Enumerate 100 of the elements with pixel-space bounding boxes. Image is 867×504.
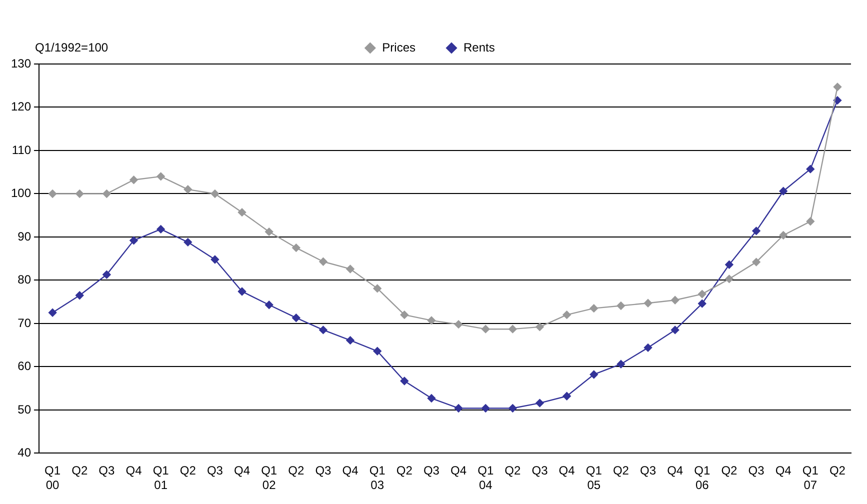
point [264,228,274,236]
point [670,326,680,334]
point [400,310,409,319]
point [76,190,84,198]
point [562,392,571,400]
point [725,274,734,284]
point [590,304,598,312]
y-tick-label: 70 [18,316,32,330]
x-tick-label: Q3 [315,464,332,478]
point [76,291,84,300]
x-tick-label: Q2 [612,464,630,478]
x-tick-label: Q3 [748,464,765,478]
x-tick-label: Q1 05 [586,464,602,492]
x-tick-label: Q1 01 [152,464,170,492]
point [482,404,490,412]
point [156,172,165,181]
point [427,316,436,325]
point [319,326,328,334]
point [482,324,490,334]
x-tick-label: Q4 [342,464,359,478]
point [292,314,300,322]
point [373,284,382,293]
point [184,238,192,246]
point [806,164,814,174]
x-tick-label: Q4 [775,464,792,478]
y-tick-label: 60 [18,359,32,374]
x-tick-label: Q1 04 [478,464,494,492]
point [427,394,436,402]
x-tick-label: Q2 [180,464,196,478]
x-tick-label: Q1 00 [44,464,61,492]
point [210,190,220,198]
point [508,324,517,334]
x-tick-label: Q3 [98,464,116,478]
point [670,296,680,304]
point [346,336,354,344]
point [264,300,274,309]
point [779,187,788,196]
x-tick-label: Q4 [667,464,684,478]
x-tick-label: Q2 [721,464,738,478]
point [806,217,814,226]
point [833,82,842,92]
point [454,320,463,328]
point [238,287,246,296]
y-tick-label: 120 [10,100,32,114]
point [752,226,760,236]
point [644,299,652,308]
point [292,244,300,252]
legend-label: Rents [463,40,495,54]
point [130,176,138,184]
x-tick-label: Q4 [450,464,467,478]
point [590,370,598,379]
x-tick-label: Q2 [504,464,521,478]
point [156,225,165,234]
point [238,208,246,216]
y-tick-label: 100 [10,186,32,200]
point [562,310,571,319]
point [102,190,111,198]
point [184,185,192,194]
point [454,404,463,412]
point [725,260,734,269]
y-tick-label: 90 [18,229,32,244]
y-tick-label: 80 [18,272,32,287]
point [130,236,138,245]
point [210,255,220,264]
point [319,258,328,266]
x-tick-label: Q3 [640,464,656,478]
point [779,231,788,240]
point [102,270,111,279]
point [616,360,626,368]
point [698,299,706,308]
y-tick-label: 50 [18,402,32,416]
point [508,404,517,412]
point [536,322,544,332]
y-axis-title: Q1/1992=100 [35,40,108,54]
legend-label: Prices [382,40,416,54]
x-tick-label: Q4 [558,464,576,478]
x-tick-label: Q1 06 [694,464,710,492]
point [346,264,354,274]
y-tick-label: 40 [18,446,32,460]
x-tick-label: Q3 [206,464,224,478]
point [48,190,57,198]
point [373,347,382,356]
point [400,376,409,386]
point [752,258,760,266]
point [616,302,626,310]
point [48,308,57,317]
x-tick-label: Q3 [423,464,440,478]
x-tick-label: Q1 02 [261,464,278,492]
x-tick-label: Q2 [829,464,846,478]
x-tick-label: Q2 [288,464,304,478]
x-tick-label: Q1 07 [802,464,819,492]
point [536,398,544,408]
x-tick-label: Q4 [234,464,250,478]
point [698,290,706,298]
y-tick-label: 110 [12,142,32,157]
x-tick-label: Q1 03 [369,464,386,492]
x-tick-label: Q2 [72,464,88,478]
x-tick-label: Q3 [532,464,548,478]
x-tick-label: Q2 [396,464,413,478]
y-tick-label: 130 [10,56,32,70]
